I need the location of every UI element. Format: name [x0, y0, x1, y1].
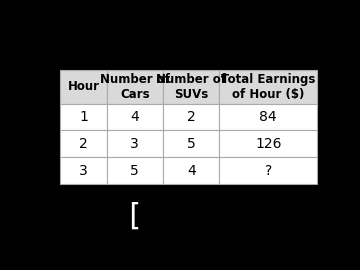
Bar	[220, 130, 317, 157]
Text: 126: 126	[255, 137, 282, 151]
Bar	[163, 130, 220, 157]
Bar	[163, 104, 220, 130]
Text: 5: 5	[187, 137, 195, 151]
Text: Hour: Hour	[67, 80, 99, 93]
Bar	[220, 70, 317, 104]
Bar	[220, 157, 317, 184]
Bar	[107, 157, 163, 184]
Text: 4: 4	[187, 164, 195, 178]
Bar	[107, 130, 163, 157]
Text: [: [	[124, 202, 142, 231]
Text: 5: 5	[130, 164, 139, 178]
Text: 84: 84	[260, 110, 277, 124]
Bar	[220, 104, 317, 130]
Bar	[107, 104, 163, 130]
Text: Number of
Cars: Number of Cars	[100, 73, 170, 101]
Bar	[60, 157, 107, 184]
Text: 2: 2	[187, 110, 195, 124]
Text: 3: 3	[130, 137, 139, 151]
Bar	[107, 70, 163, 104]
Bar	[163, 70, 220, 104]
Text: 2: 2	[79, 137, 88, 151]
Text: 1: 1	[79, 110, 88, 124]
Bar	[163, 157, 220, 184]
Bar	[60, 70, 107, 104]
Text: ?: ?	[265, 164, 272, 178]
Bar	[60, 104, 107, 130]
Bar	[60, 130, 107, 157]
Text: Total Earnings
of Hour ($): Total Earnings of Hour ($)	[221, 73, 315, 101]
Text: 4: 4	[130, 110, 139, 124]
Text: 3: 3	[79, 164, 88, 178]
Text: Number of
SUVs: Number of SUVs	[156, 73, 226, 101]
